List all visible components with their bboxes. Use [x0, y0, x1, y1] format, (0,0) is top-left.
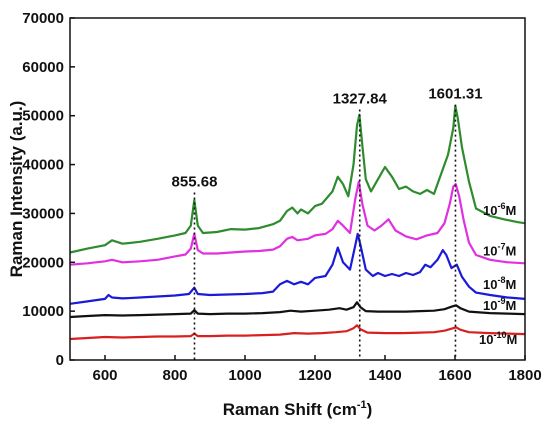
x-tick-label: 1800 — [508, 367, 541, 384]
series-line-10-7M — [69, 180, 526, 266]
series-label-base: 10 — [483, 203, 497, 218]
y-tick-label: 30000 — [22, 205, 64, 222]
series-label-exponent: -6 — [497, 201, 505, 211]
y-tick-label: 60000 — [22, 59, 64, 76]
series-label-exponent: -10 — [493, 330, 506, 340]
series-label-exponent: -9 — [497, 296, 505, 306]
series-label-10-7M: 10-7M — [483, 241, 516, 258]
series-group — [69, 104, 526, 341]
peak-label: 855.68 — [172, 174, 218, 191]
series-label-10-8M: 10-8M — [483, 275, 516, 292]
series-line-10-9M — [69, 301, 526, 319]
series-line-10-8M — [69, 232, 526, 305]
x-tick-label: 1400 — [368, 367, 401, 384]
series-label-10-9M: 10-9M — [483, 296, 516, 313]
series-label-unit: M — [505, 203, 516, 218]
series-label-unit: M — [506, 332, 517, 347]
y-tick-label: 70000 — [22, 10, 64, 27]
series-label-exponent: -7 — [497, 241, 505, 251]
x-axis-title-end: ) — [367, 400, 373, 419]
x-tick-label: 1000 — [228, 367, 261, 384]
x-axis-title-main: Raman Shift (cm — [223, 400, 357, 419]
series-label-unit: M — [505, 298, 516, 313]
x-tick-label: 1200 — [298, 367, 331, 384]
y-axis-title: Raman Intensity (a.u.) — [7, 101, 26, 278]
series-label-unit: M — [505, 243, 516, 258]
series-line-10-10M — [69, 324, 526, 341]
y-tick-label: 0 — [56, 352, 64, 369]
x-tick-label: 600 — [92, 367, 117, 384]
x-tick-label: 800 — [162, 367, 187, 384]
series-label-base: 10 — [483, 298, 497, 313]
series-label-unit: M — [505, 277, 516, 292]
peak-markers-group: 855.68 1327.84 1601.31 — [172, 86, 483, 360]
peak-label: 1327.84 — [333, 91, 388, 108]
series-label-10-10M: 10-10M — [479, 330, 517, 347]
y-tick-label: 50000 — [22, 108, 64, 125]
plot-frame — [69, 17, 526, 361]
x-axis-title-sup: -1 — [357, 399, 367, 411]
series-label-10-6M: 10-6M — [483, 201, 516, 218]
series-label-base: 10 — [483, 277, 497, 292]
peak-label: 1601.31 — [428, 86, 482, 103]
series-line-10-6M — [69, 104, 526, 254]
y-tick-label: 40000 — [22, 157, 64, 174]
series-label-base: 10 — [479, 332, 493, 347]
y-tick-label: 20000 — [22, 254, 64, 271]
y-tick-label: 10000 — [22, 303, 64, 320]
x-tick-label: 1600 — [438, 367, 471, 384]
series-label-base: 10 — [483, 243, 497, 258]
x-axis-title: Raman Shift (cm-1) — [223, 399, 373, 419]
axis-ticks-group: 600 800 1000 1200 1400 1600 1800 0 10000 20000 300… — [22, 10, 541, 384]
series-label-exponent: -8 — [497, 275, 505, 285]
